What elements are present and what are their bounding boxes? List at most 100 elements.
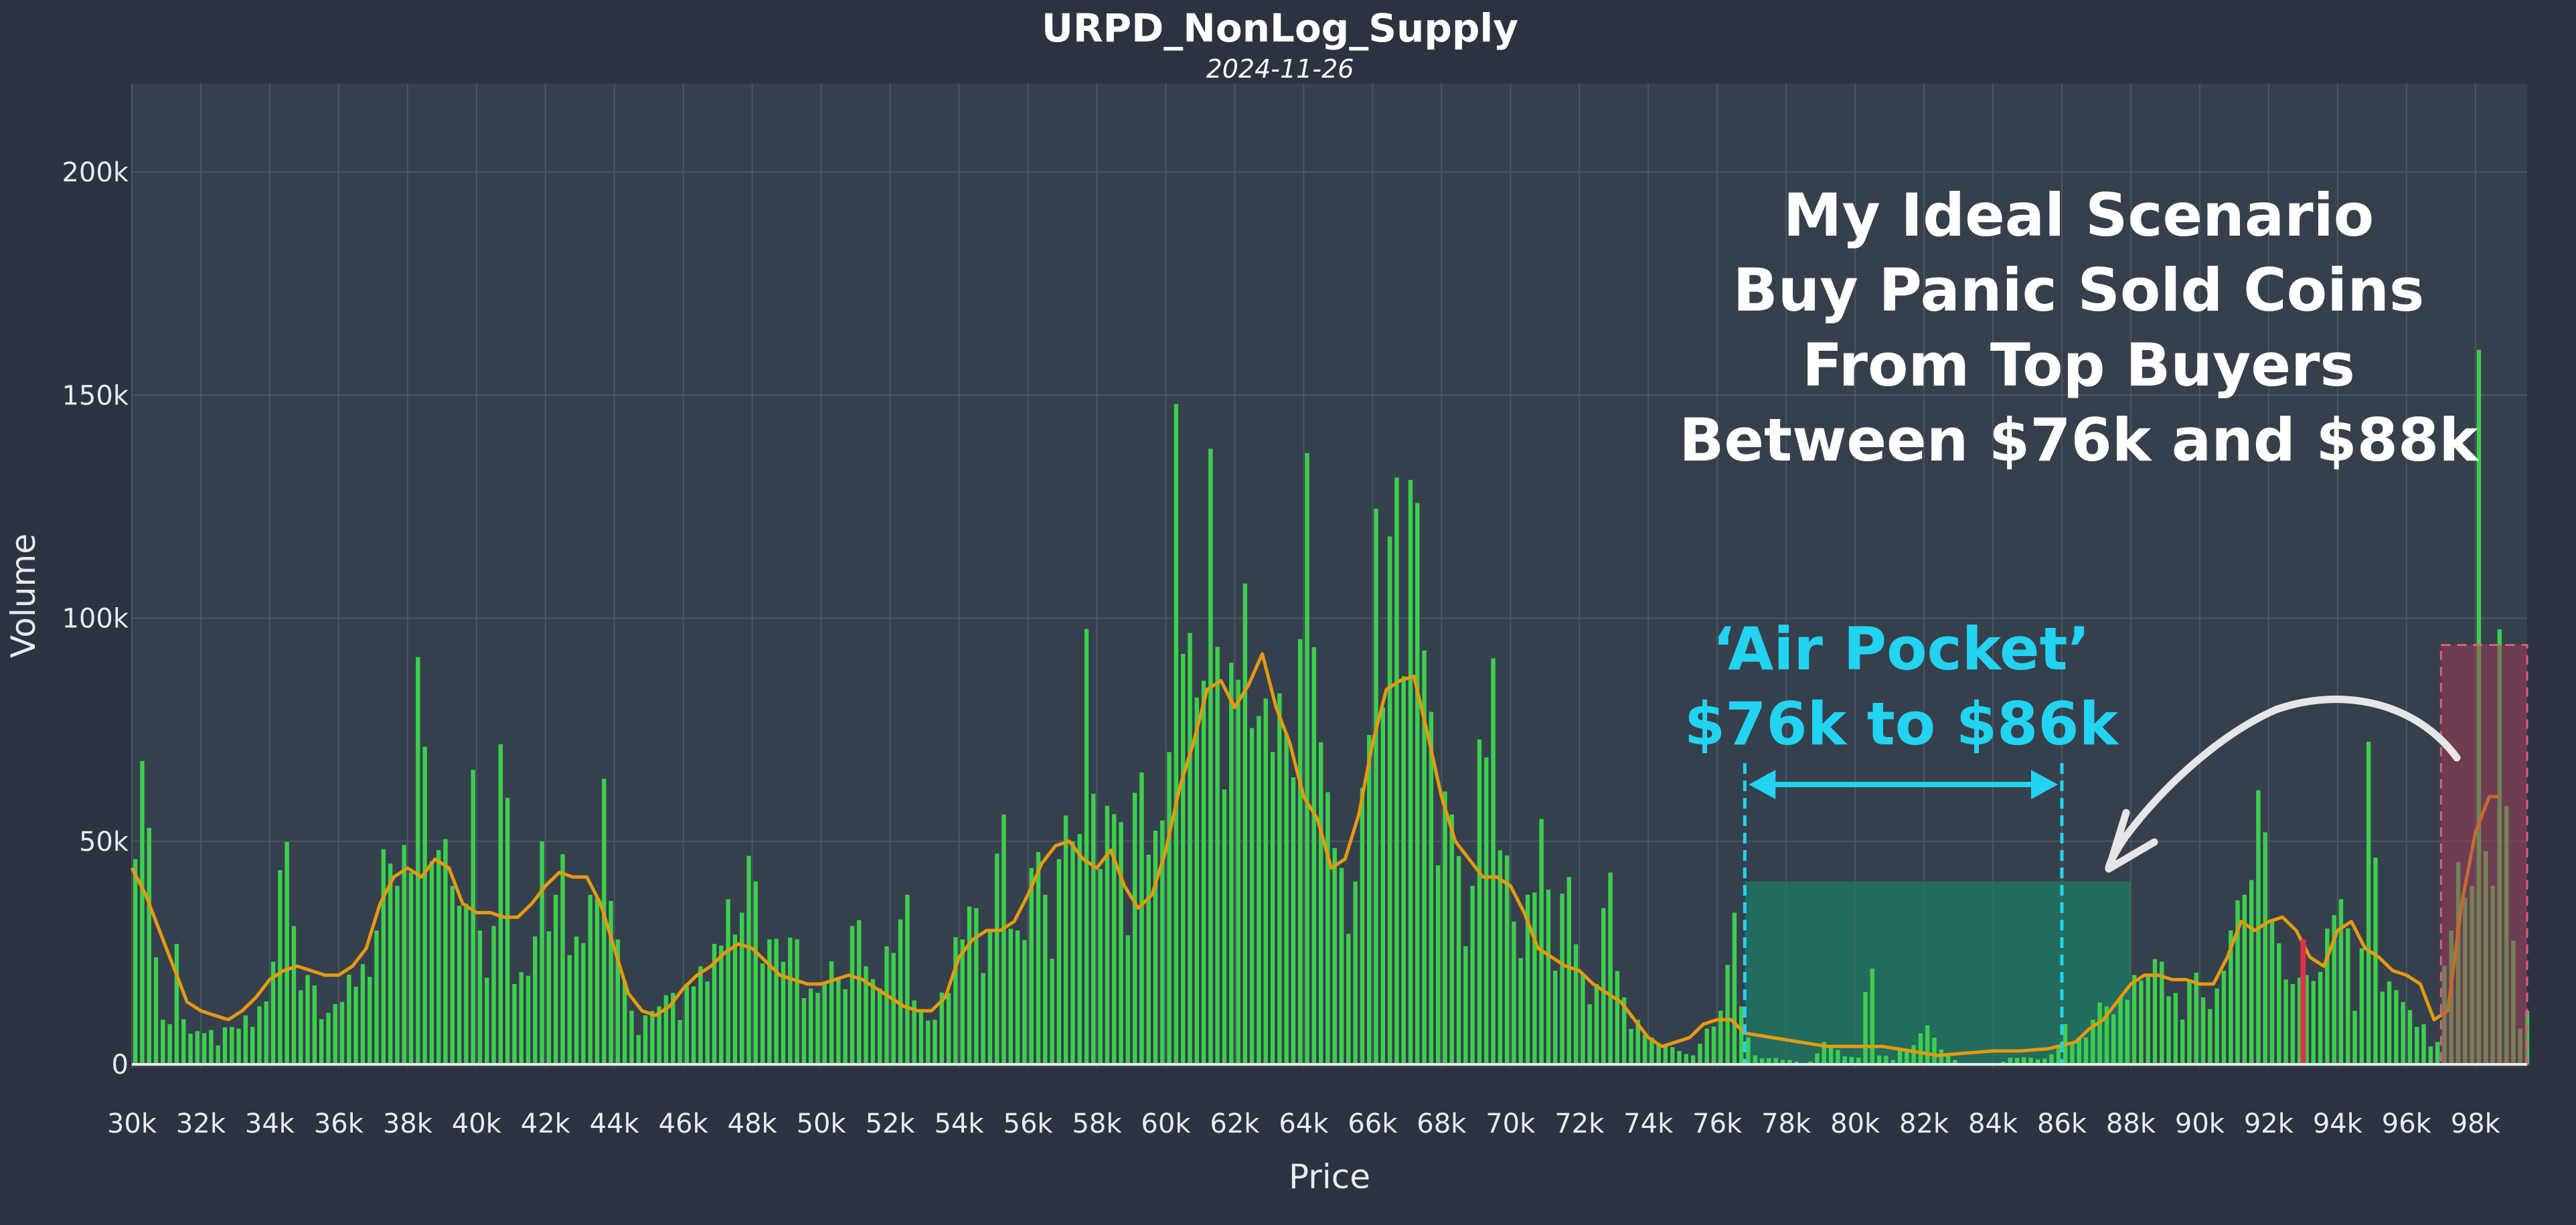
- scenario-line: Between $76k and $88k: [1679, 406, 2480, 475]
- data-bar: [1698, 1044, 1702, 1064]
- data-bar: [2077, 1038, 2081, 1064]
- data-bar: [1435, 865, 1441, 1064]
- data-bar: [1918, 1033, 1923, 1064]
- data-bar: [2387, 981, 2392, 1064]
- data-bar: [2200, 997, 2206, 1064]
- data-bar: [760, 963, 765, 1064]
- data-bar: [946, 993, 951, 1064]
- data-bar: [1822, 1042, 1826, 1064]
- scenario-line: My Ideal Scenario: [1783, 181, 2374, 250]
- x-tick-label: 72k: [1554, 1109, 1605, 1139]
- data-bar: [1208, 448, 1213, 1064]
- data-bar: [491, 926, 496, 1064]
- data-bar: [1422, 650, 1427, 1064]
- data-bar: [230, 1027, 234, 1064]
- data-bar: [1112, 814, 1117, 1064]
- x-tick-label: 82k: [1899, 1109, 1949, 1139]
- data-bar: [1690, 1055, 1696, 1064]
- data-bar: [788, 937, 793, 1064]
- data-bar: [264, 1001, 268, 1064]
- data-bar: [1780, 1060, 1785, 1064]
- data-bar: [753, 881, 758, 1064]
- x-tick-label: 96k: [2382, 1109, 2432, 1139]
- data-bar: [1711, 1026, 1716, 1064]
- data-bar: [2277, 943, 2281, 1064]
- data-bar: [1456, 855, 1461, 1064]
- data-bar: [1732, 912, 1737, 1064]
- data-bar: [822, 984, 827, 1064]
- data-bar: [774, 938, 779, 1064]
- data-bar: [1670, 1047, 1675, 1064]
- data-bar: [1560, 893, 1564, 1064]
- data-bar: [1945, 1055, 1951, 1064]
- data-bar: [663, 995, 669, 1064]
- data-bar: [1105, 805, 1110, 1064]
- x-axis-title: Price: [1289, 1157, 1370, 1196]
- data-bar: [2415, 1026, 2419, 1064]
- data-bar: [1029, 868, 1034, 1064]
- data-bar: [1242, 583, 1248, 1064]
- data-bar: [857, 920, 862, 1064]
- data-bar: [2070, 1043, 2075, 1064]
- data-bar: [1518, 958, 1523, 1064]
- data-bar: [2394, 990, 2399, 1064]
- data-bar: [1043, 894, 1048, 1064]
- grid-lines: [131, 84, 2527, 1068]
- data-bar: [732, 934, 738, 1064]
- x-tick-label: 30k: [107, 1109, 157, 1139]
- data-bar: [2269, 921, 2275, 1064]
- data-bar: [1291, 777, 1296, 1064]
- data-bar: [1649, 1038, 1654, 1064]
- data-bar: [1573, 944, 1579, 1064]
- data-bar: [1677, 1051, 1682, 1064]
- data-bar: [533, 936, 538, 1064]
- data-bar: [1201, 680, 1206, 1064]
- data-bar: [471, 770, 475, 1064]
- data-bar: [1773, 1058, 1778, 1064]
- data-bar: [1463, 946, 1468, 1064]
- data-bar: [2091, 1019, 2095, 1064]
- data-bar: [1939, 1049, 1943, 1064]
- data-bar: [1739, 1006, 1744, 1064]
- data-bar: [1725, 965, 1730, 1064]
- data-bar: [1566, 877, 1571, 1064]
- data-bar: [2242, 894, 2247, 1064]
- data-bar: [2042, 1058, 2047, 1064]
- data-bar: [477, 930, 483, 1064]
- data-bar: [422, 746, 427, 1064]
- data-bar: [1181, 653, 1186, 1064]
- data-bar: [2235, 900, 2240, 1064]
- data-bar: [836, 979, 841, 1064]
- data-bar: [671, 993, 675, 1064]
- data-bar: [746, 855, 751, 1064]
- data-bar: [1905, 1049, 1909, 1064]
- data-bar: [1305, 453, 1309, 1064]
- data-bar: [1849, 1056, 1854, 1064]
- data-bar: [2229, 930, 2233, 1064]
- x-tick-label: 44k: [590, 1109, 640, 1139]
- data-bar: [381, 849, 386, 1064]
- data-bar: [485, 977, 489, 1064]
- data-bar: [574, 936, 579, 1064]
- data-bar: [1836, 1050, 1840, 1064]
- data-bar: [347, 975, 351, 1064]
- data-bar: [2311, 981, 2316, 1064]
- scenario-annotation: My Ideal Scenario Buy Panic Sold Coins F…: [1679, 181, 2480, 475]
- data-bar: [333, 1004, 337, 1064]
- data-bar: [312, 985, 317, 1064]
- data-bar: [2208, 1009, 2212, 1064]
- highlight-region: [2439, 643, 2528, 1066]
- chart-subtitle: 2024-11-26: [1206, 54, 1354, 84]
- data-bar: [623, 981, 627, 1064]
- data-bar: [1387, 536, 1392, 1064]
- data-bar: [1635, 1019, 1640, 1064]
- x-tick-label: 74k: [1623, 1109, 1674, 1139]
- data-bar: [1539, 819, 1544, 1064]
- data-bar: [2131, 975, 2137, 1064]
- data-bar: [202, 1033, 207, 1064]
- data-bar: [2035, 1059, 2040, 1064]
- data-bar: [609, 900, 613, 1064]
- data-bar: [767, 939, 772, 1064]
- data-bar: [388, 864, 393, 1064]
- annotation-shapes-front: [1743, 643, 2528, 1066]
